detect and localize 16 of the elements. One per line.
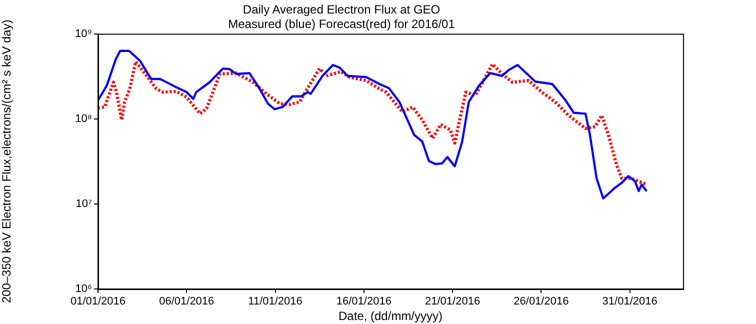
x-tick-label: 31/01/2016 — [602, 296, 658, 308]
x-tick-label: 26/01/2016 — [514, 296, 569, 308]
y-tick-label: 10⁸ — [75, 112, 92, 125]
y-tick-label: 10⁷ — [76, 198, 92, 210]
chart-title: Daily Averaged Electron Flux at GEO — [242, 2, 440, 17]
y-axis-title: 200–350 keV Electron Flux,electrons/(cm² s keV day) — [0, 20, 14, 304]
y-tick-label: 10⁶ — [75, 283, 92, 296]
x-tick-label: 16/01/2016 — [336, 296, 392, 308]
x-tick-label: 06/01/2016 — [159, 296, 214, 308]
line-series — [98, 60, 647, 186]
x-tick-label: 01/01/2016 — [70, 296, 126, 308]
x-axis-title: Date, (dd/mm/yyyy) — [338, 309, 443, 324]
x-tick-label: 11/01/2016 — [248, 296, 302, 308]
y-tick-label: 10⁹ — [75, 28, 92, 40]
x-tick-label: 21/01/2016 — [425, 296, 480, 308]
chart-subtitle: Measured (blue) Forecast(red) for 2016/01 — [228, 16, 456, 31]
